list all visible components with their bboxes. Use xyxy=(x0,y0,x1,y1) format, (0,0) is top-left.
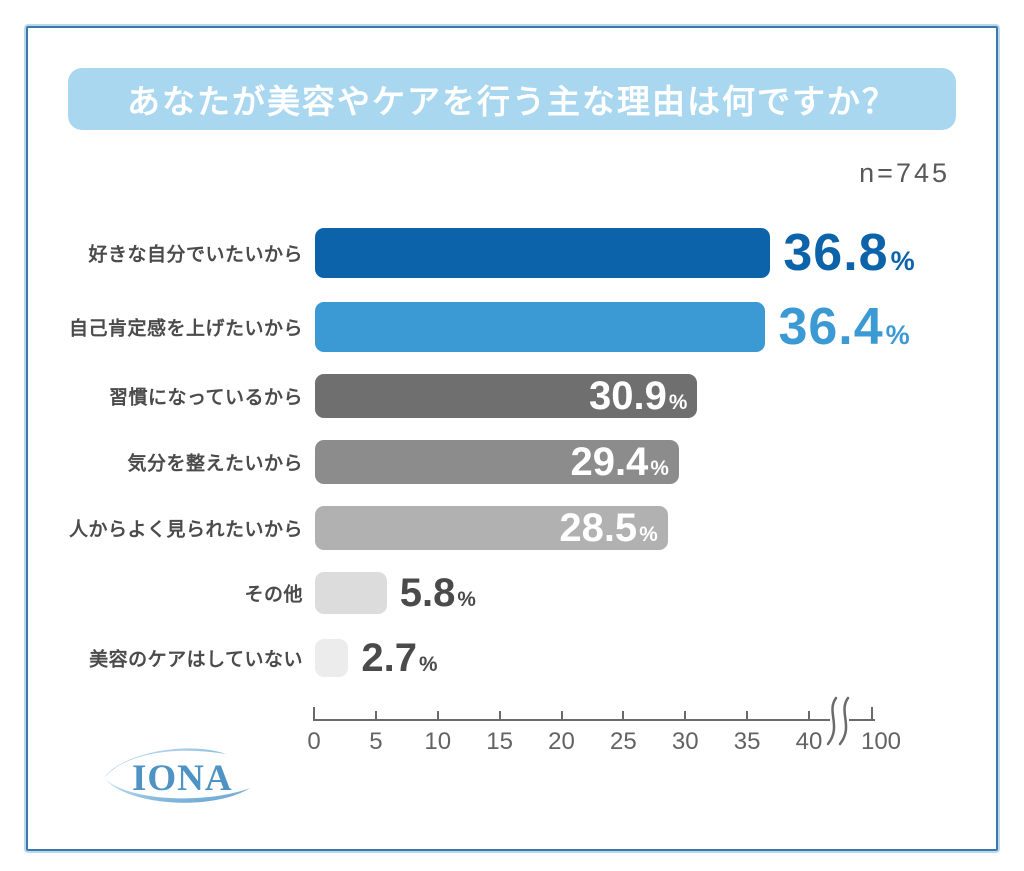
axis-tick-label: 10 xyxy=(424,728,452,755)
value-number: 36.8 xyxy=(783,224,889,282)
percent-sign: % xyxy=(457,588,476,611)
bar-row: 美容のケアはしていない 2.7% xyxy=(0,638,1024,678)
value-label: 2.7% xyxy=(361,638,437,678)
percent-sign: % xyxy=(885,320,911,350)
axis-break-icon xyxy=(826,696,850,746)
bar: 30.9% xyxy=(315,374,698,418)
axis-tick-label: 40 xyxy=(795,728,823,755)
axis-tick-label: 20 xyxy=(548,728,575,755)
bar-row: 習慣になっているから 30.9% xyxy=(0,374,1024,418)
value-number: 29.4 xyxy=(570,440,649,484)
value-label: 5.8% xyxy=(400,573,476,613)
axis-tick xyxy=(684,711,687,721)
axis-tick xyxy=(808,711,810,721)
percent-sign: % xyxy=(668,391,688,414)
axis-tick xyxy=(560,711,563,721)
logo-swoosh-top xyxy=(104,748,226,778)
axis-tick-label: 100 xyxy=(860,728,902,755)
bar-row: 人からよく見られたいから 28.5% xyxy=(0,506,1024,550)
bar-row: 好きな自分でいたいから 36.8% xyxy=(0,227,1024,279)
axis-tick xyxy=(498,711,501,721)
iona-logo-graphic: IONA xyxy=(104,748,250,803)
value-number: 28.5 xyxy=(559,506,638,550)
value-label: 36.8% xyxy=(783,227,915,279)
percent-sign: % xyxy=(639,523,658,546)
axis-tick xyxy=(746,711,749,721)
axis-tick-label: 15 xyxy=(486,728,513,755)
axis-tick xyxy=(374,711,377,721)
bar-row: 自己肯定感を上げたいから 36.4% xyxy=(0,301,1024,353)
axis-tick xyxy=(871,707,873,721)
bar xyxy=(315,639,349,677)
axis-line-segment xyxy=(849,719,875,721)
logo-text: IONA xyxy=(132,758,233,799)
value-label: 29.4% xyxy=(570,442,668,482)
value-number: 2.7 xyxy=(361,636,418,680)
axis-tick-label: 30 xyxy=(671,728,699,755)
value-number: 30.9 xyxy=(589,374,667,418)
category-label: 自己肯定感を上げたいから xyxy=(68,318,303,340)
axis-tick-label: 35 xyxy=(733,728,761,755)
bar xyxy=(315,228,771,278)
axis-tick-label: 25 xyxy=(610,728,637,755)
bar: 28.5% xyxy=(315,506,668,550)
value-label: 30.9% xyxy=(589,376,687,416)
axis-tick-label: 0 xyxy=(307,728,321,755)
value-label: 28.5% xyxy=(559,508,657,548)
axis-tick xyxy=(436,711,439,721)
bar-row: その他 5.8% xyxy=(0,572,1024,614)
bar xyxy=(315,302,766,352)
logo-swoosh-bottom xyxy=(104,778,250,803)
bar xyxy=(315,572,387,614)
border-frame xyxy=(26,26,998,851)
value-label: 36.4% xyxy=(778,301,910,353)
sample-size-label: n=745 xyxy=(859,158,950,188)
category-label: その他 xyxy=(244,584,303,606)
axis-tick xyxy=(313,707,315,721)
category-label: 気分を整えたいから xyxy=(127,453,303,475)
bar-row: 気分を整えたいから 29.4% xyxy=(0,440,1024,484)
chart-title: あなたが美容やケアを行う主な理由は何ですか？ xyxy=(127,83,897,120)
percent-sign: % xyxy=(890,246,916,276)
chart-title-banner: あなたが美容やケアを行う主な理由は何ですか？ xyxy=(68,68,956,130)
axis-tick-label: 5 xyxy=(369,728,383,755)
iona-logo: IONA xyxy=(98,742,258,804)
axis-line-segment xyxy=(314,719,830,721)
percent-sign: % xyxy=(419,653,438,676)
category-label: 人からよく見られたいから xyxy=(68,519,303,541)
category-label: 好きな自分でいたいから xyxy=(88,244,303,266)
bar: 29.4% xyxy=(315,440,679,484)
axis-tick xyxy=(622,711,625,721)
percent-sign: % xyxy=(650,457,669,480)
category-label: 習慣になっているから xyxy=(108,387,303,409)
value-number: 5.8 xyxy=(399,571,456,615)
value-number: 36.4 xyxy=(778,298,884,356)
category-label: 美容のケアはしていない xyxy=(89,649,303,671)
